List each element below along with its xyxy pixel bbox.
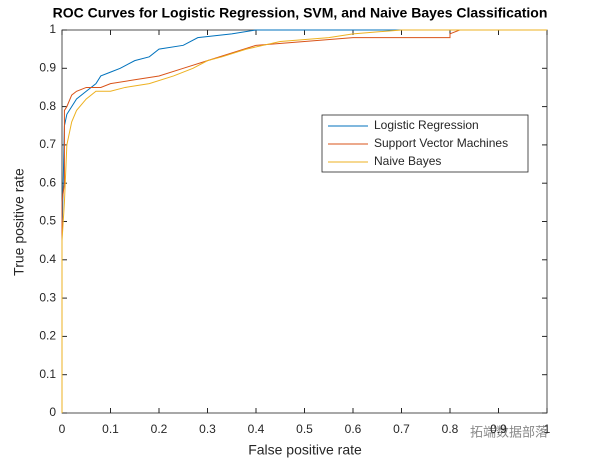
y-tick-label: 0.4 [39, 252, 56, 266]
legend: Logistic Regression Support Vector Machin… [321, 114, 529, 173]
legend-label: Support Vector Machines [374, 136, 508, 150]
x-tick-label: 0.2 [151, 422, 168, 436]
roc-line [61, 29, 547, 413]
y-tick-label: 0.5 [39, 214, 56, 228]
x-tick-label: 0.5 [296, 422, 313, 436]
chart-title: ROC Curves for Logistic Regression, SVM,… [53, 5, 548, 21]
x-tick-label: 1 [544, 422, 551, 436]
x-tick-label: 0.3 [199, 422, 216, 436]
x-tick-label: 0 [59, 422, 66, 436]
x-tick-label: 0.4 [248, 422, 265, 436]
x-tick-label: 0.1 [102, 422, 119, 436]
y-tick-label: 0.3 [39, 290, 56, 304]
x-tick-label: 0.6 [345, 422, 362, 436]
y-tick-label: 0 [49, 405, 56, 419]
x-axis-label: False positive rate [248, 442, 362, 458]
x-tick-label: 0.9 [490, 422, 507, 436]
y-tick-label: 1 [49, 22, 56, 36]
y-tick-label: 0.2 [39, 329, 56, 343]
y-tick-label: 0.7 [39, 137, 56, 151]
y-tick-label: 0.9 [39, 60, 56, 74]
x-tick-label: 0.8 [442, 422, 459, 436]
y-tick-label: 0.8 [39, 99, 56, 113]
y-axis-label: True positive rate [11, 168, 27, 276]
legend-label: Naive Bayes [374, 154, 441, 168]
legend-label: Logistic Regression [374, 118, 479, 132]
watermark: 拓端数据部落 [470, 424, 548, 439]
roc-line [61, 29, 547, 413]
x-tick-label: 0.7 [393, 422, 410, 436]
y-tick-label: 0.6 [39, 175, 56, 189]
roc-line [61, 29, 547, 413]
y-tick-label: 0.1 [39, 367, 56, 381]
